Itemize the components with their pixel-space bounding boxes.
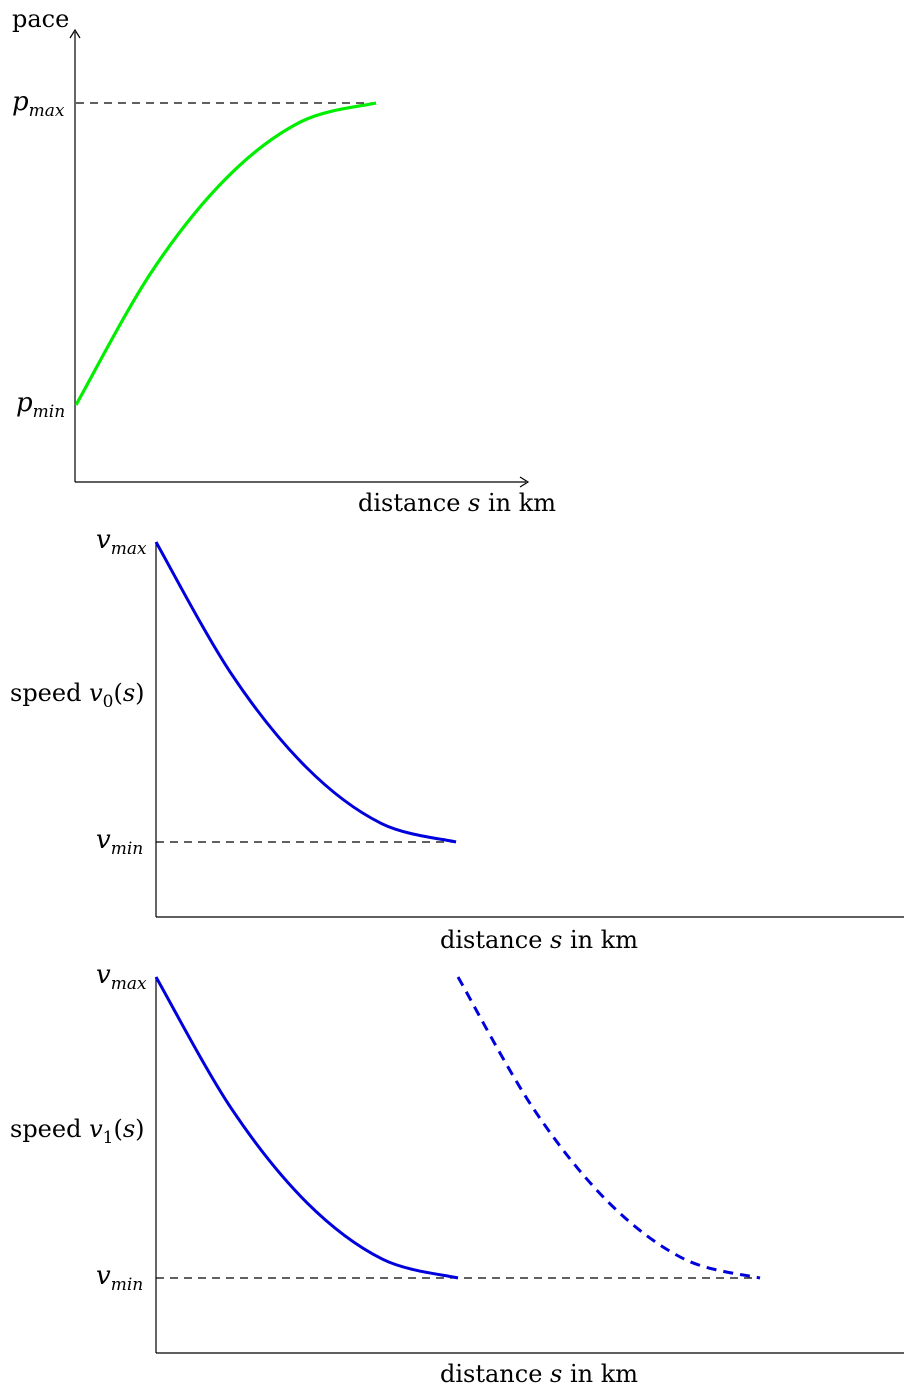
v1-x-axis-label: distance s in km [440,1360,638,1387]
speed-v1-chart: speed v1(s) distance s in km vmax vmin [10,960,904,1387]
pace-chart: pace distance s in km pmax pmin [12,5,556,517]
v0-tick-vmax: vmax [96,525,147,559]
v1-curve-dashed [456,976,761,1280]
v0-tick-vmin: vmin [96,825,143,859]
v1-y-axis-label: speed v1(s) [10,1115,145,1148]
v1-tick-vmax: vmax [96,960,147,994]
v0-x-axis-label: distance s in km [440,926,638,954]
v1-curve-solid [154,976,459,1280]
v0-y-axis-label: speed v0(s) [10,679,145,712]
v1-tick-vmin: vmin [96,1261,143,1295]
pace-curve [74,101,377,406]
pace-tick-pmin: pmin [16,388,65,422]
pace-tick-pmax: pmax [12,87,65,121]
pace-y-axis-label: pace [12,5,69,33]
v0-curve [154,541,457,844]
pace-x-axis-arrow [519,476,530,488]
pace-y-axis-arrow [69,28,81,39]
speed-v0-chart: speed v0(s) distance s in km vmax vmin [10,525,904,954]
pace-x-axis-label: distance s in km [358,489,556,517]
